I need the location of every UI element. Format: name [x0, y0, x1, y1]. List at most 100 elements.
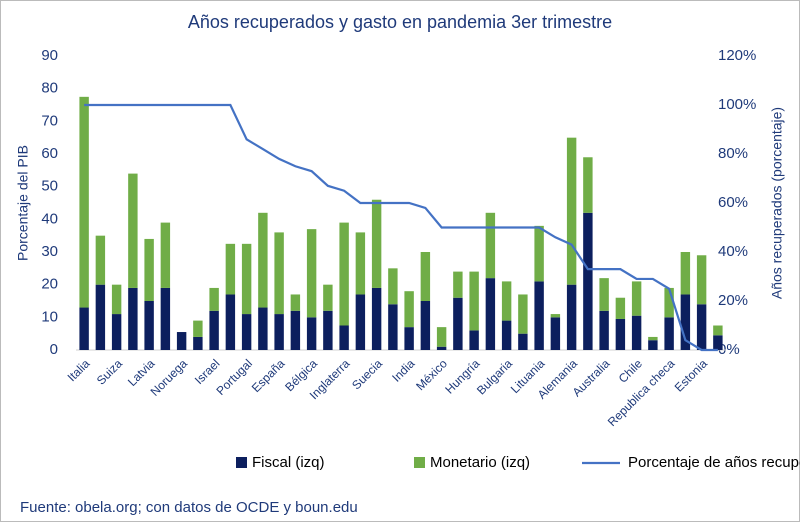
- bar-segment: [485, 278, 496, 350]
- bar-segment: [420, 252, 431, 301]
- bar-segment: [550, 317, 561, 350]
- bar-segment: [95, 235, 106, 285]
- bar-segment: [680, 294, 691, 350]
- y2-tick-label: 0%: [718, 341, 740, 358]
- bar-segment: [501, 281, 512, 321]
- bar-segment: [534, 225, 544, 282]
- legend-label: Fiscal (izq): [252, 454, 325, 471]
- bar-segment: [306, 317, 317, 350]
- bar-segment: [290, 310, 301, 350]
- bar-segment: [371, 199, 382, 288]
- bar-segment: [144, 238, 154, 301]
- bar-segment: [193, 320, 203, 337]
- bar-segment: [339, 325, 349, 350]
- bar-segment: [696, 304, 707, 350]
- bar-segment: [258, 307, 268, 350]
- bar-segment: [485, 212, 496, 279]
- bar-segment: [323, 284, 333, 311]
- chart-title: Años recuperados y gasto en pandemia 3er…: [188, 12, 612, 32]
- bar-segment: [518, 333, 528, 350]
- y-tick-label: 10: [41, 308, 58, 325]
- bar-segment: [355, 294, 366, 350]
- bar-segment: [209, 310, 219, 350]
- bar-segment: [144, 301, 154, 350]
- bar-segment: [160, 222, 171, 288]
- bar-segment: [648, 336, 658, 341]
- bar-segment: [323, 310, 333, 350]
- bar-segment: [664, 317, 674, 350]
- y2-tick-label: 20%: [718, 292, 748, 309]
- bar-segment: [209, 287, 219, 311]
- bar-segment: [79, 307, 89, 350]
- bar-segment: [550, 314, 561, 318]
- bar-segment: [95, 284, 106, 350]
- y-tick-label: 90: [41, 47, 58, 64]
- bar-segment: [599, 278, 609, 311]
- bar-segment: [225, 243, 236, 295]
- legend-label: Porcentaje de años recuperados (der): [628, 454, 800, 471]
- bar-segment: [128, 287, 138, 350]
- bar-segment: [648, 340, 658, 350]
- y2-tick-label: 120%: [718, 47, 756, 64]
- bar-segment: [680, 252, 691, 295]
- legend-swatch: [414, 457, 425, 468]
- y-tick-label: 30: [41, 243, 58, 260]
- bar-segment: [388, 304, 398, 350]
- bar-segment: [160, 287, 171, 350]
- y-tick-label: 60: [41, 145, 58, 162]
- bar-segment: [225, 294, 236, 350]
- y-tick-label: 80: [41, 80, 58, 97]
- bar-segment: [193, 336, 203, 350]
- bar-segment: [290, 294, 301, 311]
- bar-segment: [404, 327, 414, 350]
- bar-segment: [241, 243, 252, 315]
- y-tick-label: 20: [41, 276, 58, 293]
- bar-segment: [631, 315, 642, 350]
- bar-segment: [583, 157, 593, 213]
- bar-segment: [274, 314, 284, 350]
- bar-segment: [404, 291, 414, 328]
- bar-segment: [274, 232, 284, 315]
- bar-segment: [713, 335, 723, 350]
- y-tick-label: 50: [41, 178, 58, 195]
- bar-segment: [111, 314, 122, 350]
- bar-segment: [436, 327, 447, 347]
- bar-segment: [453, 297, 463, 350]
- bar-segment: [469, 271, 479, 331]
- bar-segment: [339, 222, 349, 326]
- bar-segment: [599, 310, 609, 350]
- bar-segment: [420, 301, 431, 350]
- bar-segment: [79, 96, 89, 308]
- bar-segment: [241, 314, 252, 350]
- y2-axis-title: Años recuperados (porcentaje): [769, 107, 785, 299]
- bar-segment: [615, 318, 626, 350]
- line-series: [84, 103, 718, 352]
- source: Fuente: obela.org; con datos de OCDE y b…: [20, 499, 358, 516]
- bar-segment: [713, 325, 723, 336]
- bar-segment: [388, 268, 398, 305]
- bar-segment: [664, 287, 674, 318]
- bar-segment: [518, 294, 528, 334]
- bar-segment: [111, 284, 122, 315]
- bar-segment: [583, 212, 593, 350]
- y2-tick-label: 40%: [718, 243, 748, 260]
- y-tick-label: 0: [50, 341, 58, 358]
- bar-segment: [534, 281, 544, 350]
- y2-tick-label: 100%: [718, 96, 756, 113]
- bar-segment: [469, 330, 479, 350]
- bar-segment: [453, 271, 463, 298]
- bar-segment: [436, 346, 447, 350]
- bar-segment: [566, 137, 577, 285]
- bar-segment: [176, 332, 187, 350]
- bar-segment: [631, 281, 642, 316]
- bar-segment: [371, 287, 382, 350]
- y2-tick-label: 80%: [718, 145, 748, 162]
- legend-label: Monetario (izq): [430, 454, 530, 471]
- bar-segment: [566, 284, 577, 350]
- bar-segment: [258, 212, 268, 308]
- y-tick-label: 70: [41, 112, 58, 129]
- bar-segment: [355, 232, 366, 295]
- legend-swatch: [236, 457, 247, 468]
- bar-segment: [128, 173, 138, 288]
